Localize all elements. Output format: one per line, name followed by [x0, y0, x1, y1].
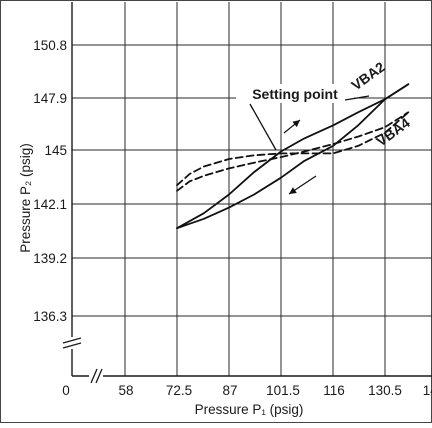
series-line-vba4-decreasing [176, 111, 410, 187]
y-tick-label: 145 [44, 143, 67, 158]
x-axis-break-mark [95, 368, 103, 384]
axes-layer: 136.3 139.2 142.1 145 147.9 150.8 0 58 72.5 87 101… [33, 2, 432, 398]
y-tick-label: 150.8 [33, 38, 67, 53]
y-axis-break-mark [62, 337, 82, 344]
y-axis-title: Pressure P₂ (psig) [18, 143, 33, 253]
y-axis-break-mark [62, 342, 82, 349]
setting-point-leader [249, 103, 277, 151]
y-tick-label: 139.2 [33, 251, 67, 266]
x-tick-label: 0 [62, 383, 70, 398]
series-line-vba2-decreasing [176, 83, 410, 230]
y-tick-label: 142.1 [33, 197, 67, 212]
annotation-background [236, 84, 354, 103]
setting-point-leader [344, 95, 370, 101]
y-tick-label: 136.3 [33, 309, 67, 324]
annotation-setting-point: Setting point [252, 86, 338, 102]
x-axis-break-mark [90, 368, 98, 384]
x-axis-title: Pressure P₁ (psig) [195, 402, 304, 417]
x-tick-label: 101.5 [266, 383, 300, 398]
x-tick-label: 87 [222, 383, 237, 398]
x-tick-label: 130.5 [368, 383, 402, 398]
series-layer [176, 83, 410, 230]
x-tick-label: 116 [323, 383, 345, 398]
x-tick-label: 72.5 [166, 383, 192, 398]
decreasing-arrow-head [289, 187, 297, 194]
x-tick-label: 145 [423, 383, 432, 398]
x-tick-label: 58 [118, 383, 133, 398]
y-tick-label: 147.9 [33, 91, 67, 106]
series-line-vba2-increasing [176, 83, 410, 230]
series-line-vba4-increasing [176, 111, 410, 192]
increasing-arrow-head [292, 120, 300, 128]
